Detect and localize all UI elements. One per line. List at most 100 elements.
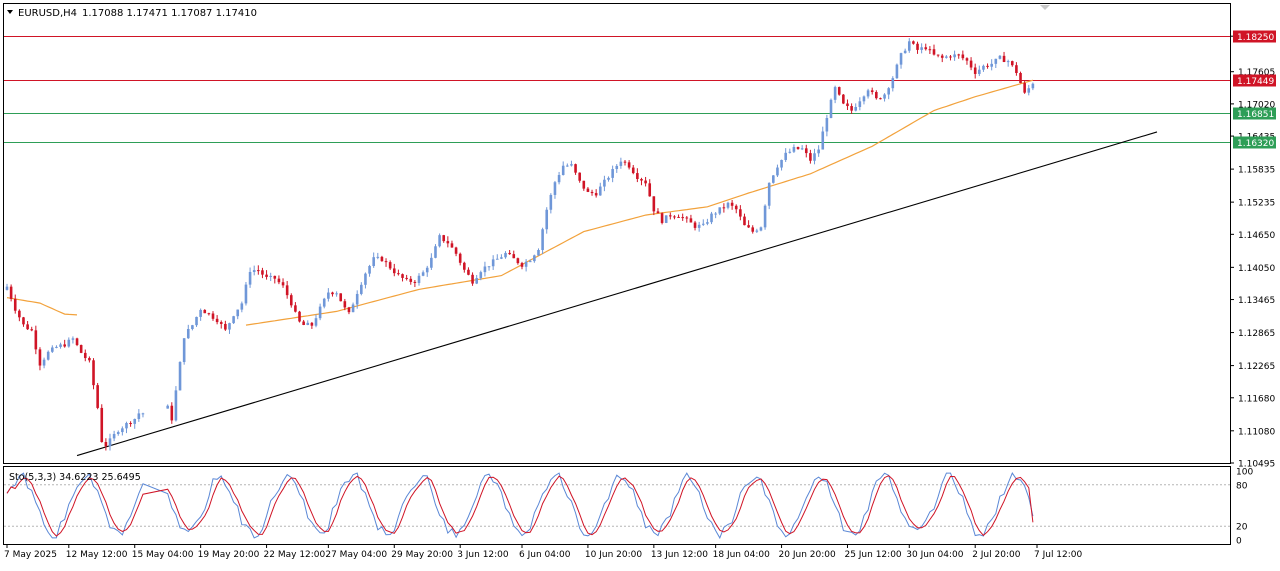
bear-candle: [1019, 73, 1022, 84]
bull-candle: [137, 413, 141, 419]
bear-candle: [652, 196, 656, 212]
bull-candle: [351, 304, 355, 313]
bull-candle: [438, 235, 441, 247]
stoch-signal-line: [6, 475, 1034, 537]
time-tick-label: 3 Jun 12:00: [457, 550, 509, 560]
bull-candle: [697, 224, 701, 228]
bull-candle: [537, 250, 540, 256]
bull-candle: [829, 99, 833, 119]
bull-candle: [854, 106, 858, 111]
bull-candle: [425, 267, 429, 273]
time-tick-label: 6 Jun 04:00: [519, 550, 571, 560]
bull-candle: [759, 227, 763, 231]
bull-candle: [376, 256, 380, 258]
bull-candle: [46, 351, 50, 360]
bull-candle: [772, 175, 775, 183]
bear-candle: [508, 252, 511, 255]
bear-candle: [973, 67, 977, 74]
bull-candle: [776, 167, 779, 176]
bear-candle: [627, 162, 631, 168]
bear-candle: [636, 173, 639, 179]
bull-candle: [800, 148, 804, 150]
bear-candle: [912, 41, 915, 44]
bull-candle: [199, 309, 202, 317]
bear-candle: [969, 60, 973, 68]
bear-candle: [870, 90, 874, 92]
bear-candle: [936, 54, 940, 56]
bear-candle: [397, 273, 400, 275]
bear-candle: [850, 106, 853, 111]
bear-candle: [463, 262, 466, 270]
bear-candle: [747, 225, 750, 228]
bull-candle: [701, 223, 705, 225]
bear-candle: [677, 216, 680, 218]
price-tick-label: 1.14050: [1238, 264, 1275, 274]
bull-candle: [67, 339, 71, 347]
bull-candle: [430, 257, 433, 268]
time-tick-label: 30 Jun 04:00: [906, 550, 963, 560]
price-axis[interactable]: 1.182501.176051.170201.164351.158351.152…: [1230, 33, 1275, 470]
bear-candle: [26, 324, 29, 330]
moving-average: [6, 79, 1034, 326]
trendline[interactable]: [76, 131, 1158, 457]
bear-candle: [656, 211, 660, 214]
bear-candle: [574, 164, 577, 173]
bull-candle: [561, 165, 565, 175]
bull-candle: [528, 261, 532, 263]
bear-candle: [347, 307, 351, 313]
bear-candle: [273, 275, 277, 279]
bear-candle: [965, 58, 969, 61]
bear-candle: [38, 349, 42, 366]
price-tick-label: 1.11080: [1238, 427, 1275, 437]
bull-candle: [833, 87, 837, 100]
bull-candle: [186, 329, 190, 339]
bull-candle: [524, 261, 528, 267]
price-tick-label: 1.11680: [1238, 394, 1275, 404]
bear-candle: [669, 215, 672, 217]
bear-candle: [277, 278, 281, 283]
bear-candle: [34, 330, 38, 350]
bull-candle: [269, 275, 272, 277]
bull-candle: [767, 182, 771, 206]
bear-candle: [916, 43, 919, 50]
bear-candle: [516, 258, 520, 264]
time-tick-label: 25 Jun 12:00: [844, 550, 901, 560]
time-tick-label: 13 Jun 12:00: [651, 550, 708, 560]
price-line-label: 1.16320: [1237, 139, 1274, 149]
bear-candle: [796, 146, 800, 150]
bull-candle: [784, 152, 787, 160]
bear-candle: [75, 338, 79, 346]
bull-candle: [858, 101, 862, 107]
bull-candle: [240, 303, 244, 310]
bull-candle: [1027, 88, 1031, 93]
stoch-pane[interactable]: [3, 466, 1231, 545]
trendline-segment[interactable]: [76, 131, 1158, 457]
bull-candle: [821, 131, 825, 150]
bear-candle: [739, 209, 742, 217]
bull-candle: [895, 64, 899, 79]
bull-candle: [611, 169, 614, 178]
bull-candle: [495, 258, 499, 260]
triangle-down-icon[interactable]: [7, 10, 13, 14]
bull-candle: [1031, 83, 1035, 89]
stochastic-lines: [6, 472, 1034, 540]
bear-candle: [281, 282, 285, 286]
bull-candle: [360, 284, 363, 294]
bull-candle: [71, 338, 75, 340]
bull-candle: [726, 202, 730, 208]
main-pane[interactable]: [3, 3, 1231, 464]
bear-candle: [471, 274, 474, 284]
bull-candle: [195, 316, 198, 326]
bear-candle: [586, 188, 590, 192]
bull-candle: [891, 78, 895, 89]
bull-candle: [978, 69, 981, 74]
bear-candle: [298, 311, 301, 322]
bull-candle: [763, 205, 767, 228]
bull-candle: [1006, 61, 1010, 63]
triangle-down-icon[interactable]: [1040, 5, 1050, 10]
ma-line: [6, 297, 78, 316]
bull-candle: [479, 272, 483, 279]
time-axis[interactable]: 7 May 2025 12 May 12:00 15 May 04:00 19 May…: [4, 544, 1083, 560]
